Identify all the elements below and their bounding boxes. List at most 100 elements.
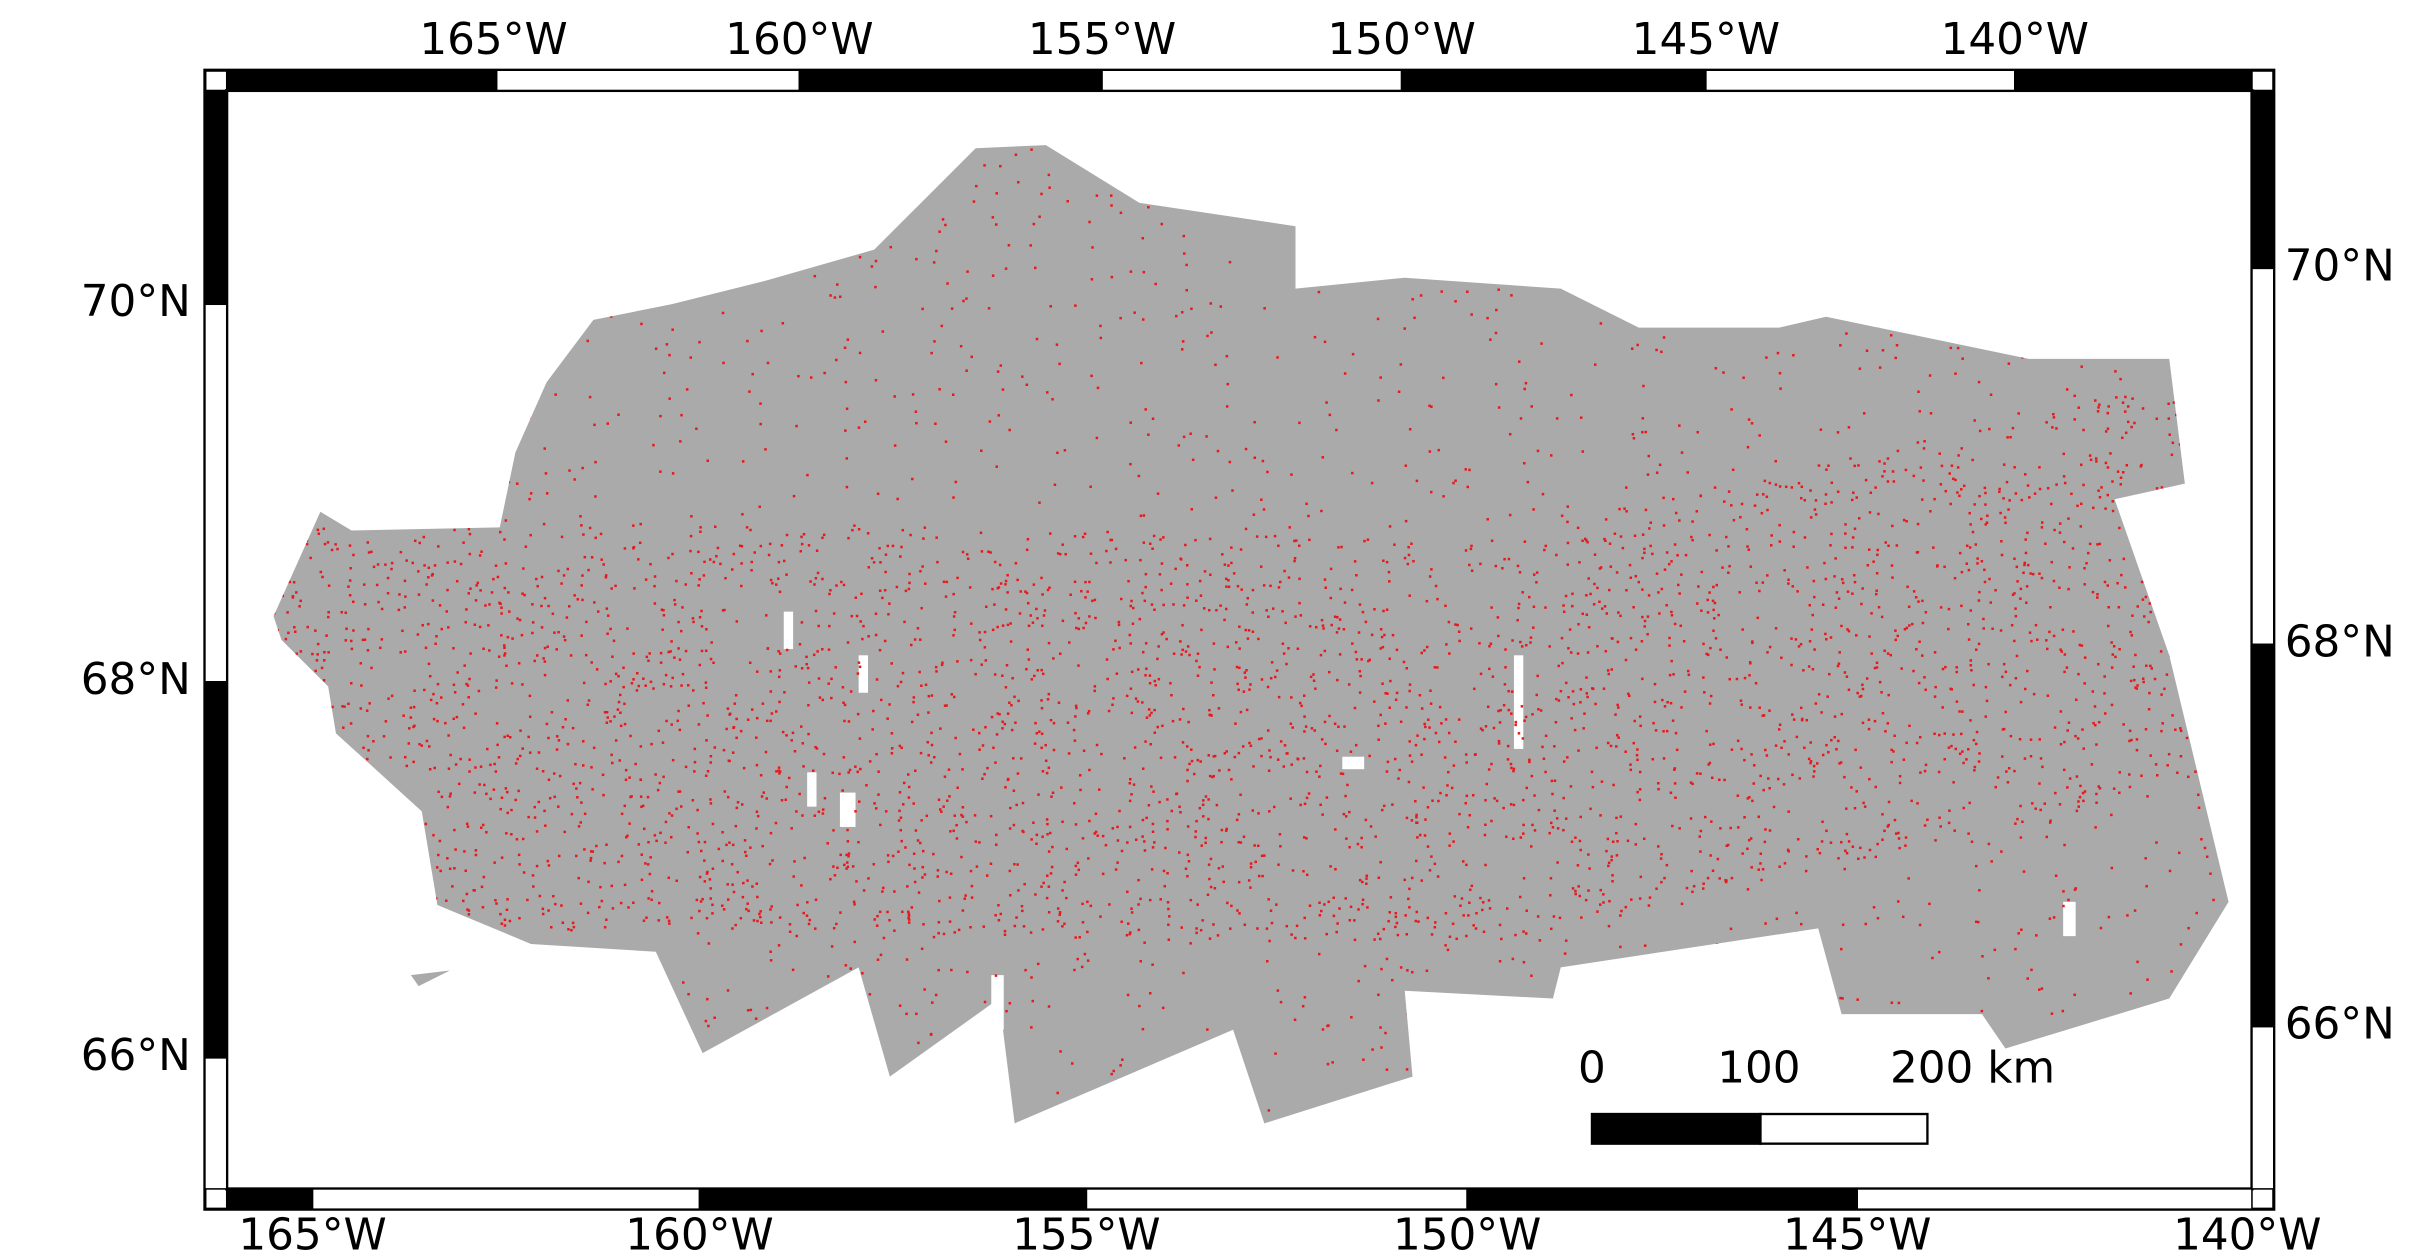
- red-pixel: [2107, 494, 2109, 496]
- red-pixel: [1673, 768, 1675, 770]
- red-pixel: [1504, 666, 1506, 668]
- red-pixel: [1588, 867, 1590, 869]
- red-pixel: [905, 1013, 907, 1015]
- red-pixel: [1383, 805, 1385, 807]
- red-pixel: [751, 885, 753, 887]
- red-pixel: [913, 696, 915, 698]
- red-pixel: [2067, 517, 2069, 519]
- red-pixel: [1571, 605, 1573, 607]
- red-pixel: [2041, 526, 2043, 528]
- red-pixel: [1406, 667, 1408, 669]
- red-pixel: [921, 948, 923, 950]
- red-pixel: [1577, 527, 1579, 529]
- red-pixel: [769, 720, 771, 722]
- red-pixel: [1684, 690, 1686, 692]
- red-pixel: [903, 621, 905, 623]
- red-pixel: [927, 711, 929, 713]
- red-pixel: [1562, 604, 1564, 606]
- red-pixel: [1208, 609, 1210, 611]
- red-pixel: [389, 756, 391, 758]
- red-pixel: [1094, 685, 1096, 687]
- red-pixel: [867, 635, 869, 637]
- red-pixel: [740, 562, 742, 564]
- red-pixel: [1381, 809, 1383, 811]
- red-pixel: [314, 629, 316, 631]
- red-pixel: [687, 704, 689, 706]
- red-pixel: [1804, 499, 1806, 501]
- red-pixel: [1118, 810, 1120, 812]
- red-pixel: [1579, 840, 1581, 842]
- red-pixel: [799, 643, 801, 645]
- red-pixel: [1012, 757, 1014, 759]
- red-pixel: [952, 593, 954, 595]
- red-pixel: [700, 900, 702, 902]
- red-pixel: [1466, 291, 1468, 293]
- red-pixel: [1112, 697, 1114, 699]
- red-pixel: [828, 593, 830, 595]
- red-pixel: [604, 926, 606, 928]
- red-pixel: [1505, 836, 1507, 838]
- red-pixel: [1984, 503, 1986, 505]
- red-pixel: [1014, 721, 1016, 723]
- red-pixel: [519, 619, 521, 621]
- red-pixel: [1561, 515, 1563, 517]
- red-pixel: [1969, 719, 1971, 721]
- red-pixel: [953, 696, 955, 698]
- red-pixel: [507, 636, 509, 638]
- red-pixel: [1237, 585, 1239, 587]
- red-pixel: [899, 745, 901, 747]
- red-pixel: [709, 878, 711, 880]
- red-pixel: [1703, 691, 1705, 693]
- red-pixel: [1038, 501, 1040, 503]
- red-pixel: [989, 551, 991, 553]
- red-pixel: [871, 265, 873, 267]
- red-pixel: [863, 889, 865, 891]
- red-pixel: [1287, 647, 1289, 649]
- red-pixel: [737, 801, 739, 803]
- red-pixel: [1627, 693, 1629, 695]
- red-pixel: [1904, 844, 1906, 846]
- red-pixel: [1190, 899, 1192, 901]
- red-pixel: [2003, 663, 2005, 665]
- red-pixel: [1308, 539, 1310, 541]
- red-pixel: [887, 861, 889, 863]
- red-pixel: [1675, 512, 1677, 514]
- red-pixel: [1144, 674, 1146, 676]
- red-pixel: [1313, 679, 1315, 681]
- red-pixel: [1267, 686, 1269, 688]
- red-pixel: [596, 668, 598, 670]
- red-pixel: [1060, 786, 1062, 788]
- red-pixel: [1510, 712, 1512, 714]
- red-pixel: [1623, 507, 1625, 509]
- red-pixel: [1023, 883, 1025, 885]
- red-pixel: [2100, 927, 2102, 929]
- red-pixel: [1728, 678, 1730, 680]
- red-pixel: [1503, 704, 1505, 706]
- red-pixel: [662, 776, 664, 778]
- red-pixel: [1630, 637, 1632, 639]
- red-pixel: [1444, 605, 1446, 607]
- red-pixel: [1670, 660, 1672, 662]
- red-pixel: [1331, 1061, 1333, 1063]
- red-pixel: [605, 843, 607, 845]
- red-pixel: [1206, 1028, 1208, 1030]
- red-pixel: [1064, 553, 1066, 555]
- red-pixel: [1379, 938, 1381, 940]
- red-pixel: [1304, 803, 1306, 805]
- red-pixel: [1519, 896, 1521, 898]
- red-pixel: [1850, 786, 1852, 788]
- red-pixel: [1240, 588, 1242, 590]
- red-pixel: [2016, 566, 2018, 568]
- red-pixel: [1707, 611, 1709, 613]
- red-pixel: [641, 879, 643, 881]
- red-pixel: [2145, 885, 2147, 887]
- red-pixel: [1570, 651, 1572, 653]
- red-pixel: [2082, 484, 2084, 486]
- red-pixel: [1630, 769, 1632, 771]
- red-pixel: [1245, 448, 1247, 450]
- red-pixel: [632, 524, 634, 526]
- red-pixel: [668, 877, 670, 879]
- red-pixel: [632, 678, 634, 680]
- red-pixel: [325, 634, 327, 636]
- red-pixel: [992, 629, 994, 631]
